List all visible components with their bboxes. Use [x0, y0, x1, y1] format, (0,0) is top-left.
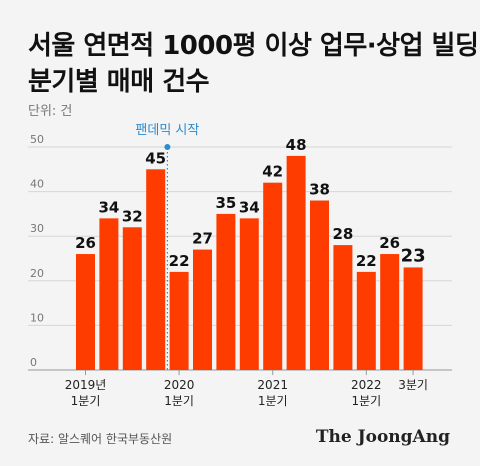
bar — [263, 182, 283, 370]
bar — [76, 254, 95, 370]
bar-value-label: 45 — [145, 149, 166, 167]
y-tick-label: 10 — [30, 311, 44, 324]
x-tick-label: 2022 — [351, 378, 382, 392]
x-tick-label: 2020 — [164, 378, 195, 392]
bar — [122, 227, 142, 370]
bar — [216, 213, 236, 370]
y-tick-label: 40 — [30, 178, 44, 191]
bar-value-label: 22 — [169, 252, 190, 270]
x-tick-label-line2: 1분기 — [164, 394, 194, 408]
chart-title: 서울 연면적 1000평 이상 업무·상업 빌딩 분기별 매매 건수 — [28, 28, 479, 100]
bar — [310, 200, 329, 370]
bar-value-label: 42 — [262, 163, 283, 181]
x-tick-label: 2019년 — [65, 378, 107, 392]
bar — [146, 169, 166, 370]
bar — [403, 267, 423, 370]
x-tick-label: 3분기 — [398, 378, 428, 392]
bar — [193, 249, 212, 370]
brand-logo: The JoongAng — [315, 427, 450, 447]
bar-value-label: 32 — [122, 207, 143, 225]
bar-value-label: 38 — [309, 181, 330, 199]
bar — [333, 245, 353, 370]
y-tick-label: 50 — [30, 133, 44, 146]
bar-value-label: 26 — [379, 234, 400, 252]
bar — [286, 155, 306, 370]
bar-value-label: 22 — [356, 252, 377, 270]
title-line-1: 서울 연면적 1000평 이상 업무·상업 빌딩 — [28, 31, 479, 61]
x-tick-label: 2021 — [257, 378, 288, 392]
x-tick-label-line2: 1분기 — [258, 394, 288, 408]
unit-label: 단위: 건 — [28, 104, 73, 119]
y-tick-label: 0 — [30, 356, 37, 369]
x-tick-label-line2: 1분기 — [71, 394, 101, 408]
annotation-label: 팬데믹 시작 — [135, 123, 199, 138]
bar-value-label: 26 — [75, 234, 96, 252]
bar-value-label: 35 — [215, 194, 236, 212]
annotation-dot — [164, 144, 171, 150]
y-tick-label: 30 — [30, 222, 44, 235]
bar — [169, 271, 189, 370]
bar-value-label: 28 — [332, 225, 353, 243]
bar-value-label: 48 — [286, 136, 307, 154]
bar-value-label: 34 — [239, 198, 260, 216]
bar — [356, 271, 376, 370]
bar — [99, 218, 119, 370]
bar-value-label: 34 — [98, 198, 119, 216]
title-line-2: 분기별 매매 건수 — [28, 67, 210, 97]
bar — [239, 218, 259, 370]
x-tick-label-line2: 1분기 — [351, 394, 381, 408]
bar — [380, 254, 400, 370]
bar-value-label: 27 — [192, 230, 213, 248]
bar-value-label: 23 — [401, 245, 426, 266]
y-tick-label: 20 — [30, 267, 44, 280]
source-note: 자료: 알스퀘어 한국부동산원 — [28, 432, 173, 446]
